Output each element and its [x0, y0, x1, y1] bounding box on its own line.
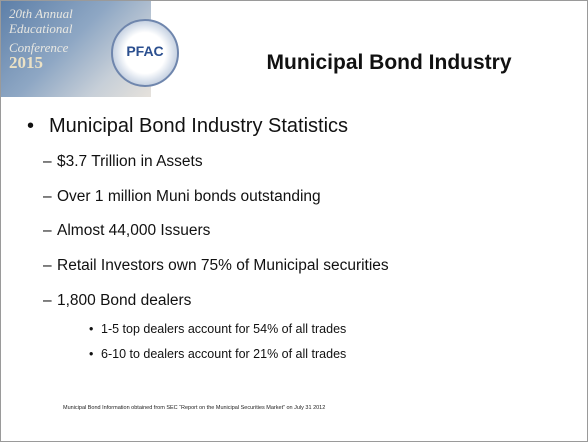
sub-item: 1,800 Bond dealers	[43, 292, 191, 310]
sub-item: Over 1 million Muni bonds outstanding	[43, 188, 321, 206]
sub-sub-item: 6-10 to dealers account for 21% of all t…	[89, 347, 346, 361]
bullet: Municipal Bond Industry Statistics	[27, 115, 349, 138]
logo-text: PFAC	[126, 43, 164, 59]
footnote: Municipal Bond Information obtained from…	[63, 405, 326, 411]
banner-line: Educational	[9, 21, 73, 36]
banner-year: 2015	[9, 53, 43, 72]
sub-sub-item: 1-5 top dealers account for 54% of all t…	[89, 322, 346, 336]
sub-item: $3.7 Trillion in Assets	[43, 153, 203, 171]
banner-line: 20th Annual	[9, 6, 73, 21]
banner-line: Conference	[9, 40, 69, 55]
bullet-text: Municipal Bond Industry Statistics	[49, 115, 349, 137]
logo: PFAC	[111, 19, 179, 87]
sub-item: Retail Investors own 75% of Municipal se…	[43, 257, 389, 275]
slide-title: Municipal Bond Industry	[266, 51, 512, 74]
sub-item: Almost 44,000 Issuers	[43, 222, 210, 240]
